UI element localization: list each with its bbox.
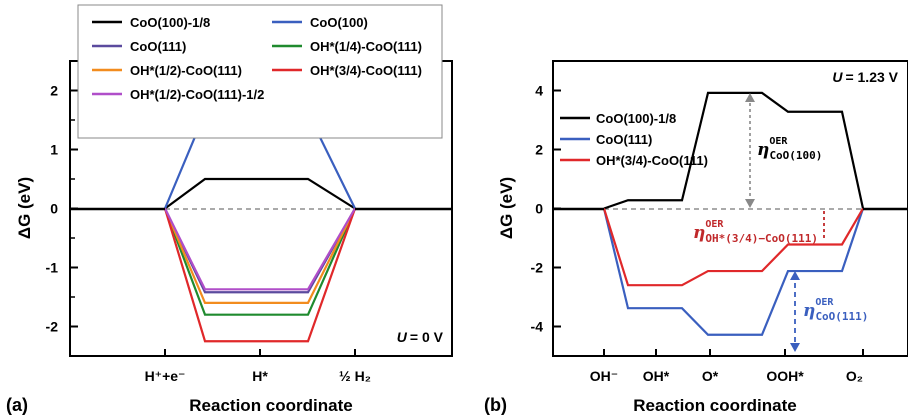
eta-arrowhead-top-coo100 xyxy=(745,93,755,102)
x-tick-label-a: H* xyxy=(252,368,268,384)
x-tick-label-b: OH⁻ xyxy=(590,368,618,384)
legend-label-coo-111: CoO(111) xyxy=(130,39,186,54)
eta-annotation-3: ηOER CoO(111) xyxy=(803,297,868,323)
x-tick-label-b: O* xyxy=(702,368,719,384)
y-tick-label-a: 0 xyxy=(50,201,58,217)
eta-subscript: OH*(3/4)−CoO(111) xyxy=(705,232,818,245)
legend-box-a xyxy=(77,4,443,139)
series-line-oh-1-2-coo-111 xyxy=(163,208,356,304)
eta-annotation-2: ηOER OH*(3/4)−CoO(111) xyxy=(693,219,818,245)
x-tick-label-a: H⁺+e⁻ xyxy=(145,368,186,384)
series-line-coo-100-1-8 xyxy=(164,177,356,210)
eta-superscript: OER xyxy=(705,219,724,230)
y-tick-label-b: -2 xyxy=(531,260,544,276)
series-line-oh-3-4-coo-111 xyxy=(163,208,357,343)
panel-a: -2 -1 0 1 2 H⁺+e⁻ H* ½ H₂ ΔG (eV) Reaction coo… xyxy=(6,4,453,415)
x-tick-label-b: OH* xyxy=(643,368,670,384)
series-line-oh-1-4-coo-111 xyxy=(163,208,357,316)
condition-value-b: = 1.23 V xyxy=(845,69,898,85)
condition-value-a: = 0 V xyxy=(410,329,444,345)
series-line-oh-1-2-coo-111-1-2 xyxy=(164,207,356,291)
panel-label-a: (a) xyxy=(6,395,28,415)
y-axis-label-a: ΔG (eV) xyxy=(15,177,34,239)
eta-arrowhead-bottom-coo111 xyxy=(790,343,800,352)
y-tick-label-a: 2 xyxy=(50,83,58,99)
x-tick-label-a: ½ H₂ xyxy=(339,368,371,384)
y-axis-label-b: ΔG (eV) xyxy=(497,177,516,239)
series-line-coo-111 xyxy=(602,208,865,336)
eta-arrowhead-bottom-coo100 xyxy=(745,199,755,208)
condition-label-b: U = 1.23 V xyxy=(832,69,898,85)
eta-symbol: η xyxy=(757,140,769,160)
x-tick-label-b: O₂ xyxy=(846,368,863,384)
y-tick-label-b: 2 xyxy=(535,142,543,158)
legend-label-coo-100: CoO(100) xyxy=(310,15,368,30)
y-tick-label-b: 4 xyxy=(535,83,543,99)
legend-label-oh-1-2-coo-111: OH*(1/2)-CoO(111) xyxy=(130,63,242,78)
eta-annotation-1: ηOER CoO(100) xyxy=(757,136,822,162)
condition-symbol-b: U xyxy=(832,69,843,85)
eta-symbol: η xyxy=(693,223,705,243)
legend-label-b-oh-3-4-coo-111: OH*(3/4)-CoO(111) xyxy=(596,153,708,168)
eta-subscript: CoO(100) xyxy=(769,149,822,162)
condition-label-a: U = 0 V xyxy=(397,329,444,345)
eta-superscript: OER xyxy=(815,297,834,308)
x-axis-label-a: Reaction coordinate xyxy=(189,396,352,415)
y-tick-label-b: 0 xyxy=(535,201,543,217)
x-axis-label-b: Reaction coordinate xyxy=(633,396,796,415)
y-tick-label-a: -2 xyxy=(46,319,59,335)
x-tick-label-b: OOH* xyxy=(766,368,804,384)
eta-symbol: η xyxy=(803,301,815,321)
condition-symbol-a: U xyxy=(397,329,408,345)
legend-label-b-coo-100-1-8: CoO(100)-1/8 xyxy=(596,111,676,126)
legend-label-oh-3-4-coo-111: OH*(3/4)-CoO(111) xyxy=(310,63,422,78)
y-tick-label-a: 1 xyxy=(50,142,58,158)
panel-label-b: (b) xyxy=(484,395,507,415)
panel-b: -4 -2 0 2 4 OH⁻ OH* O* OOH* O₂ ΔG (eV) Reaction … xyxy=(484,60,908,415)
series-line-coo-111 xyxy=(164,207,356,294)
legend-label-b-coo-111: CoO(111) xyxy=(596,132,652,147)
y-tick-label-b: -4 xyxy=(531,319,544,335)
legend-label-oh-1-2-coo-111-1-2: OH*(1/2)-CoO(111)-1/2 xyxy=(130,87,264,102)
legend-label-oh-1-4-coo-111: OH*(1/4)-CoO(111) xyxy=(310,39,422,54)
series-line-oh-3-4-coo-111 xyxy=(602,207,864,287)
series-line-coo-100-1-8 xyxy=(603,91,865,210)
eta-superscript: OER xyxy=(769,136,788,147)
eta-arrowhead-top-coo111 xyxy=(790,271,800,280)
legend-label-coo-100-1-8: CoO(100)-1/8 xyxy=(130,15,210,30)
eta-subscript: CoO(111) xyxy=(815,310,868,323)
y-tick-label-a: -1 xyxy=(46,260,59,276)
